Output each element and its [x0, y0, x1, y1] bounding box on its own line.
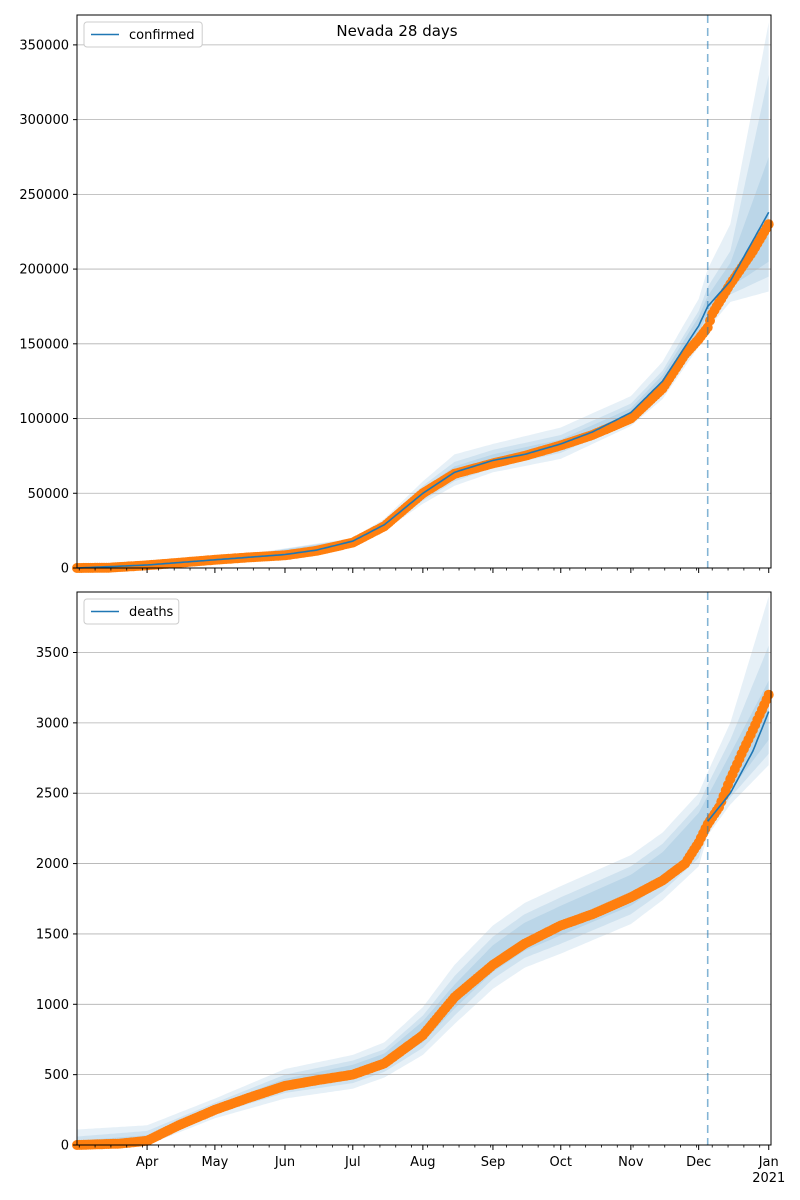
x-tick-label: Oct — [550, 1155, 572, 1170]
x-tick-label: Sep — [481, 1155, 506, 1170]
legend-box — [83, 21, 203, 48]
confirmed-plot-frame — [76, 14, 772, 569]
x-tick-label: Apr — [136, 1155, 159, 1170]
confirmed-gridlines — [77, 44, 771, 494]
y-tick-label: 3500 — [36, 646, 69, 661]
y-tick-label: 3000 — [36, 716, 69, 731]
y-tick-label: 50000 — [28, 487, 69, 502]
confirmed-y-axis: 0 50000 100000 150000 200000 250000 300000 3500… — [19, 38, 77, 577]
x-tick-label: Nov — [618, 1155, 644, 1170]
deaths-x-axis-ticks: Apr May Jun Jul Aug Sep Oct Nov Dec Jan — [78, 1145, 779, 1170]
deaths-panel: 0 500 1000 1500 2000 2500 3000 3500 Apr May Jun Ju… — [36, 591, 785, 1186]
x-tick-label: Aug — [410, 1155, 435, 1170]
legend-box — [83, 598, 180, 625]
y-tick-label: 300000 — [19, 113, 69, 128]
x-axis-year-label: 2021 — [752, 1171, 785, 1186]
x-tick-label: Jul — [344, 1155, 361, 1170]
y-tick-label: 0 — [61, 562, 69, 577]
confirmed-model-line — [76, 211, 770, 569]
y-tick-label: 2000 — [36, 857, 69, 872]
y-tick-label: 1000 — [36, 998, 69, 1013]
x-tick-label: May — [201, 1155, 228, 1170]
y-tick-label: 200000 — [19, 263, 69, 278]
deaths-gridlines — [77, 652, 771, 1076]
observed-point — [763, 689, 774, 700]
y-tick-label: 1500 — [36, 927, 69, 942]
y-tick-label: 150000 — [19, 337, 69, 352]
x-tick-label: Jan — [758, 1155, 779, 1170]
y-tick-label: 500 — [44, 1068, 69, 1083]
legend-label-confirmed: confirmed — [129, 28, 195, 43]
x-tick-label: Dec — [686, 1155, 711, 1170]
y-tick-label: 250000 — [19, 188, 69, 203]
observed-point — [763, 219, 774, 230]
y-tick-label: 2500 — [36, 787, 69, 802]
y-tick-label: 350000 — [19, 38, 69, 53]
x-tick-label: Jun — [274, 1155, 295, 1170]
y-tick-label: 100000 — [19, 412, 69, 427]
deaths-plot-frame — [76, 591, 772, 1146]
confirmed-observed-points — [72, 219, 774, 573]
y-tick-label: 0 — [61, 1139, 69, 1154]
chart-title: Nevada 28 days — [336, 22, 457, 40]
legend-label-deaths: deaths — [129, 605, 174, 620]
deaths-model-line — [707, 711, 770, 822]
confirmed-panel: 0 50000 100000 150000 200000 250000 300000 3500… — [19, 14, 774, 577]
confirmed-legend: confirmed — [83, 21, 203, 48]
deaths-y-axis: 0 500 1000 1500 2000 2500 3000 3500 — [36, 646, 77, 1154]
deaths-observed-points — [72, 689, 774, 1150]
deaths-legend: deaths — [83, 598, 180, 625]
